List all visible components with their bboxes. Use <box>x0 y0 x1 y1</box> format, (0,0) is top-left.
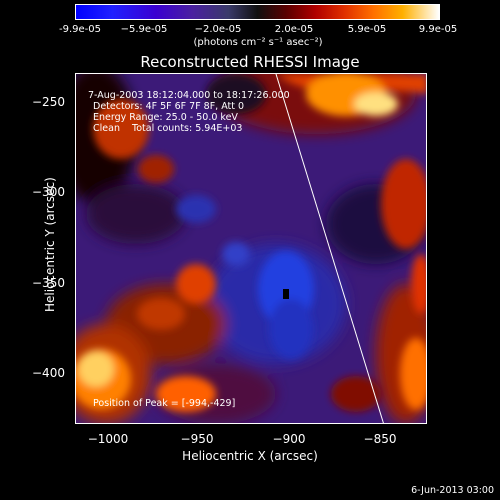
y-tick: −300 <box>32 185 65 199</box>
peak-position: Position of Peak = [-994,-429] <box>93 398 236 409</box>
colorbar-tick: −5.9e-05 <box>120 24 168 35</box>
colorbar-tick: 5.9e-05 <box>347 24 387 35</box>
energy-range: Energy Range: 25.0 - 50.0 keV <box>93 112 238 123</box>
colorbar-tick: −2.0e-05 <box>194 24 242 35</box>
detectors-info: Detectors: 4F 5F 6F 7F 8F, Att 0 <box>93 101 245 112</box>
y-tick: −250 <box>32 95 65 109</box>
colorbar-tick: 9.9e-05 <box>418 24 458 35</box>
colorbar <box>75 4 440 20</box>
y-tick: −350 <box>32 276 65 290</box>
image-title: Reconstructed RHESSI Image <box>140 53 360 71</box>
rhessi-image: 7-Aug-2003 18:12:04.000 to 18:17:26.000 … <box>75 73 427 424</box>
colorbar-tick: -9.9e-05 <box>59 24 101 35</box>
x-tick: −900 <box>272 432 306 446</box>
colorbar-units: (photons cm⁻² s⁻¹ asec⁻²) <box>193 37 323 48</box>
footer-date: 6-Jun-2013 03:00 <box>411 485 494 496</box>
x-tick: −1000 <box>87 432 129 446</box>
y-tick: −400 <box>32 366 65 380</box>
x-axis-label: Heliocentric X (arcsec) <box>182 449 318 463</box>
x-tick: −850 <box>363 432 397 446</box>
rhessi-image-map <box>76 74 426 423</box>
y-axis-label: Heliocentric Y (arcsec) <box>43 177 57 312</box>
clean-counts: Clean Total counts: 5.94E+03 <box>93 123 243 134</box>
time-range: 7-Aug-2003 18:12:04.000 to 18:17:26.000 <box>88 90 290 101</box>
colorbar-tick: 2.0e-05 <box>274 24 314 35</box>
x-tick: −950 <box>180 432 214 446</box>
